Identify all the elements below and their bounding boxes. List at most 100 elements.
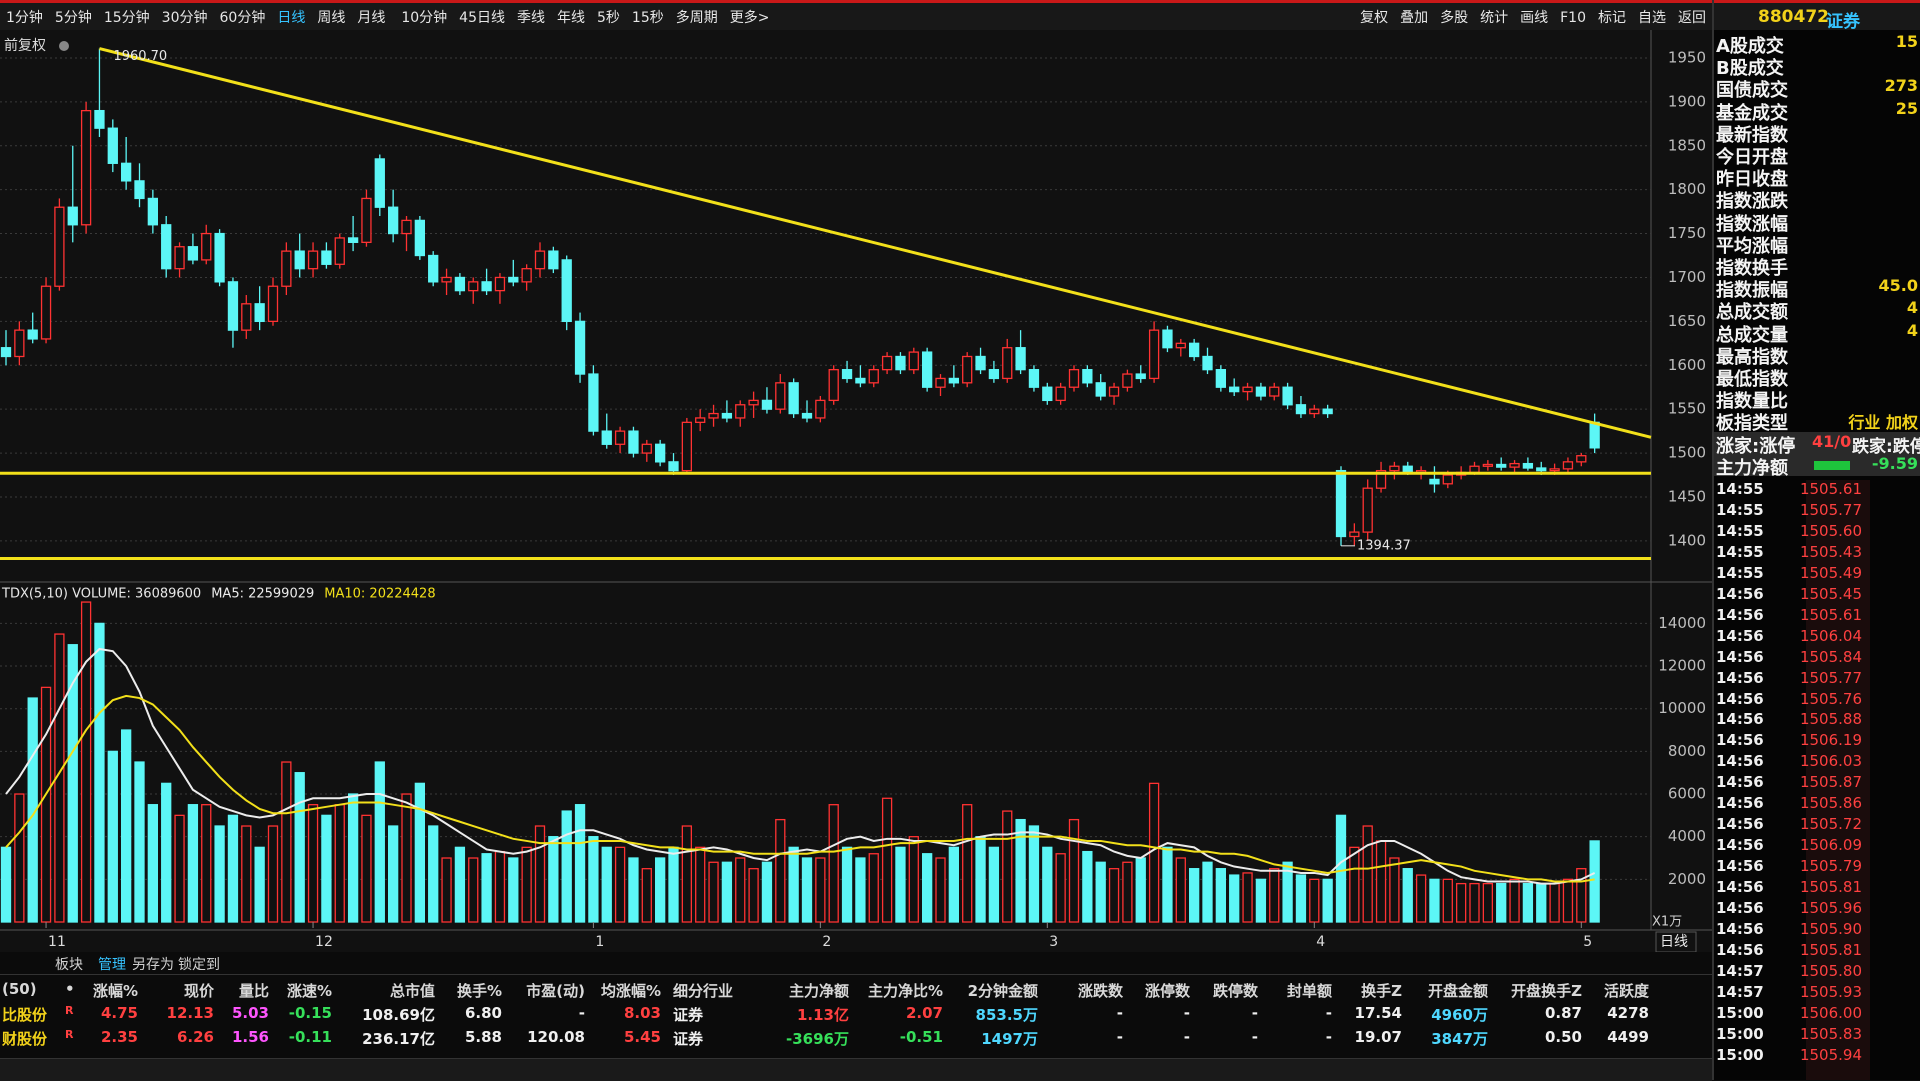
volume-bar: [561, 810, 572, 923]
candle-body: [988, 369, 1000, 380]
period-button[interactable]: 5分钟: [54, 9, 92, 26]
volume-bar: [134, 761, 145, 923]
tick-price: 1505.49: [1799, 563, 1862, 582]
tick-price: 1505.83: [1799, 1024, 1862, 1043]
candle-body: [267, 285, 279, 323]
tick-time: 14:56: [1716, 647, 1764, 666]
candle-body: [1015, 347, 1026, 371]
tick-time: 14:56: [1716, 773, 1764, 792]
candle-body: [521, 268, 532, 283]
tool-button[interactable]: 返回: [1678, 9, 1706, 26]
tick-time: 14:56: [1716, 668, 1764, 687]
volume-bar: [254, 846, 265, 923]
volume-bar: [361, 814, 372, 923]
candle-body: [668, 461, 679, 472]
y-tick-label: 10000: [1658, 699, 1706, 717]
candle-body: [347, 237, 359, 243]
tick-time: 14:57: [1716, 961, 1764, 980]
table-cell: 12.13: [166, 1004, 214, 1022]
period-button[interactable]: 多周期: [675, 9, 718, 26]
table-cell: 4.75: [100, 1004, 138, 1022]
candle-body: [40, 285, 52, 340]
candle-body: [1469, 465, 1480, 474]
period-button[interactable]: 45日线: [459, 9, 505, 26]
table-cell: 0.50: [1544, 1028, 1582, 1046]
candle-body: [1162, 329, 1173, 349]
period-button[interactable]: 10分钟: [401, 9, 448, 26]
volume-bar: [1349, 846, 1360, 923]
period-button[interactable]: 1分钟: [6, 9, 43, 26]
stat-label: 今日开盘: [1716, 147, 1788, 168]
volume-bar: [1536, 882, 1547, 923]
period-button[interactable]: 月线: [357, 9, 386, 26]
candle-body: [1335, 469, 1347, 538]
volume-bar: [988, 846, 1000, 923]
period-button[interactable]: 更多>: [729, 9, 770, 26]
candle-body: [895, 355, 906, 371]
period-button[interactable]: 周线: [317, 9, 346, 26]
period-button[interactable]: 5秒: [596, 9, 620, 26]
tool-bar: 复权 叠加 多股 统计 画线 F10 标记 自选 返回: [1354, 7, 1712, 27]
stat-label: 基金成交: [1716, 102, 1788, 124]
tool-button[interactable]: 自选: [1638, 9, 1666, 26]
tick-time: 14:56: [1716, 731, 1764, 750]
volume-bar: [334, 804, 345, 923]
tool-button[interactable]: 复权: [1360, 9, 1389, 26]
period-button[interactable]: 15分钟: [103, 9, 150, 26]
candle-body: [1028, 369, 1040, 388]
candle-body: [868, 369, 879, 384]
period-button[interactable]: 日线: [277, 9, 306, 26]
period-button[interactable]: 15秒: [631, 9, 664, 26]
unit-label: X1万: [1652, 915, 1682, 930]
volume-bar: [428, 825, 439, 923]
candle-body: [1509, 462, 1520, 468]
tick-time: 14:56: [1716, 857, 1764, 876]
candle-body: [855, 377, 866, 384]
volume-bar: [1229, 874, 1240, 923]
candle-body: [307, 250, 319, 270]
tool-button[interactable]: 统计: [1480, 9, 1509, 26]
tab[interactable]: 另存为: [132, 957, 174, 973]
volume-bar: [761, 861, 773, 923]
tool-button[interactable]: 多股: [1440, 9, 1469, 26]
period-button[interactable]: 30分钟: [161, 9, 208, 26]
tick-time: 14:56: [1716, 710, 1764, 729]
tick-time: 15:00: [1716, 1003, 1764, 1022]
table-header: 换手%: [456, 982, 502, 1000]
table-cell: 2.35: [100, 1028, 138, 1046]
tab[interactable]: 锁定到: [178, 957, 220, 973]
tab[interactable]: 管理: [98, 957, 126, 973]
candle-body: [534, 250, 546, 270]
table-header: 涨速%: [286, 982, 332, 1000]
period-button[interactable]: 60分钟: [219, 9, 266, 26]
tool-button[interactable]: F10: [1560, 9, 1586, 26]
stat-bar: [1814, 460, 1850, 470]
tool-button[interactable]: 叠加: [1400, 9, 1429, 26]
table-header: 市盈(动): [526, 982, 585, 1000]
tick-time: 14:56: [1716, 794, 1764, 813]
volume-bar: [788, 846, 799, 923]
candle-body: [1269, 386, 1280, 397]
candle-body: [321, 250, 332, 265]
candle-body: [361, 197, 372, 243]
table-cell: 证券: [673, 1030, 704, 1048]
volume-bar: [147, 804, 159, 923]
volume-bar: [1589, 840, 1600, 923]
tab[interactable]: 板块: [55, 957, 83, 973]
tool-button[interactable]: 标记: [1598, 9, 1626, 26]
table-cell: R: [65, 1028, 74, 1041]
volume-bar: [1202, 861, 1213, 923]
volume-bar: [227, 814, 239, 923]
y-tick-label: 1950: [1668, 48, 1706, 66]
tick-price: 1506.00: [1799, 1003, 1862, 1022]
period-button[interactable]: 年线: [556, 9, 585, 26]
y-tick-label: 1550: [1668, 400, 1706, 418]
candle-body: [641, 443, 652, 454]
y-tick-label: 2000: [1668, 870, 1706, 888]
tick-time: 14:56: [1716, 752, 1764, 771]
candle-body: [1095, 382, 1106, 397]
tool-button[interactable]: 画线: [1520, 9, 1549, 26]
period-button[interactable]: 季线: [516, 9, 545, 26]
volume-bar: [174, 814, 185, 923]
volume-bar: [735, 857, 746, 923]
